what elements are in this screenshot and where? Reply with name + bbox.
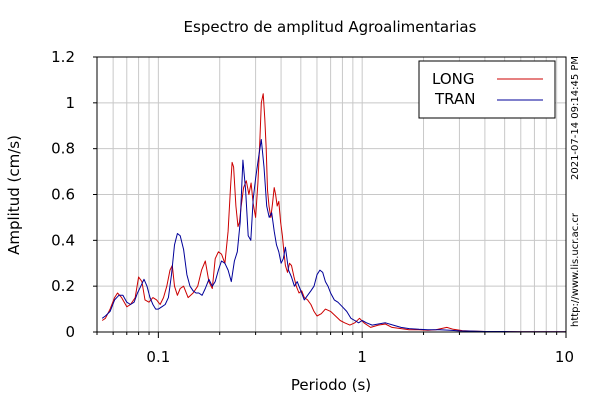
series-line-tran <box>101 139 566 333</box>
y-tick-label: 0 <box>65 323 75 341</box>
y-tick-label: 1.2 <box>51 48 75 66</box>
axis-ticks: 0 0.2 0.4 0.6 0.8 1 1.2 0.1 1 10 <box>51 48 574 366</box>
y-tick-label: 0.6 <box>51 186 75 204</box>
legend-box <box>418 60 556 119</box>
series-line-long <box>101 93 566 333</box>
x-axis-label: Periodo (s) <box>291 376 371 394</box>
timestamp-annotation: 2021-07-14 09:14:45 PM <box>570 56 581 180</box>
y-tick-label: 0.4 <box>51 231 75 249</box>
legend-label-long: LONG <box>432 70 474 88</box>
x-tick-label: 1 <box>357 348 367 366</box>
y-axis-label: Amplitud (cm/s) <box>5 135 23 255</box>
grid <box>97 57 566 332</box>
series-lines <box>101 93 566 333</box>
x-tick-label: 0.1 <box>146 348 170 366</box>
y-tick-label: 1 <box>65 94 75 112</box>
chart-title: Espectro de amplitud Agroalimentarias <box>184 18 477 36</box>
legend-label-tran: TRAN <box>434 90 475 108</box>
legend: LONG TRAN <box>418 60 556 119</box>
y-tick-label: 0.8 <box>51 140 75 158</box>
source-url-annotation: http://www.lis.ucr.ac.cr <box>570 212 581 327</box>
x-tick-label: 10 <box>555 348 574 366</box>
y-tick-label: 0.2 <box>51 277 75 295</box>
